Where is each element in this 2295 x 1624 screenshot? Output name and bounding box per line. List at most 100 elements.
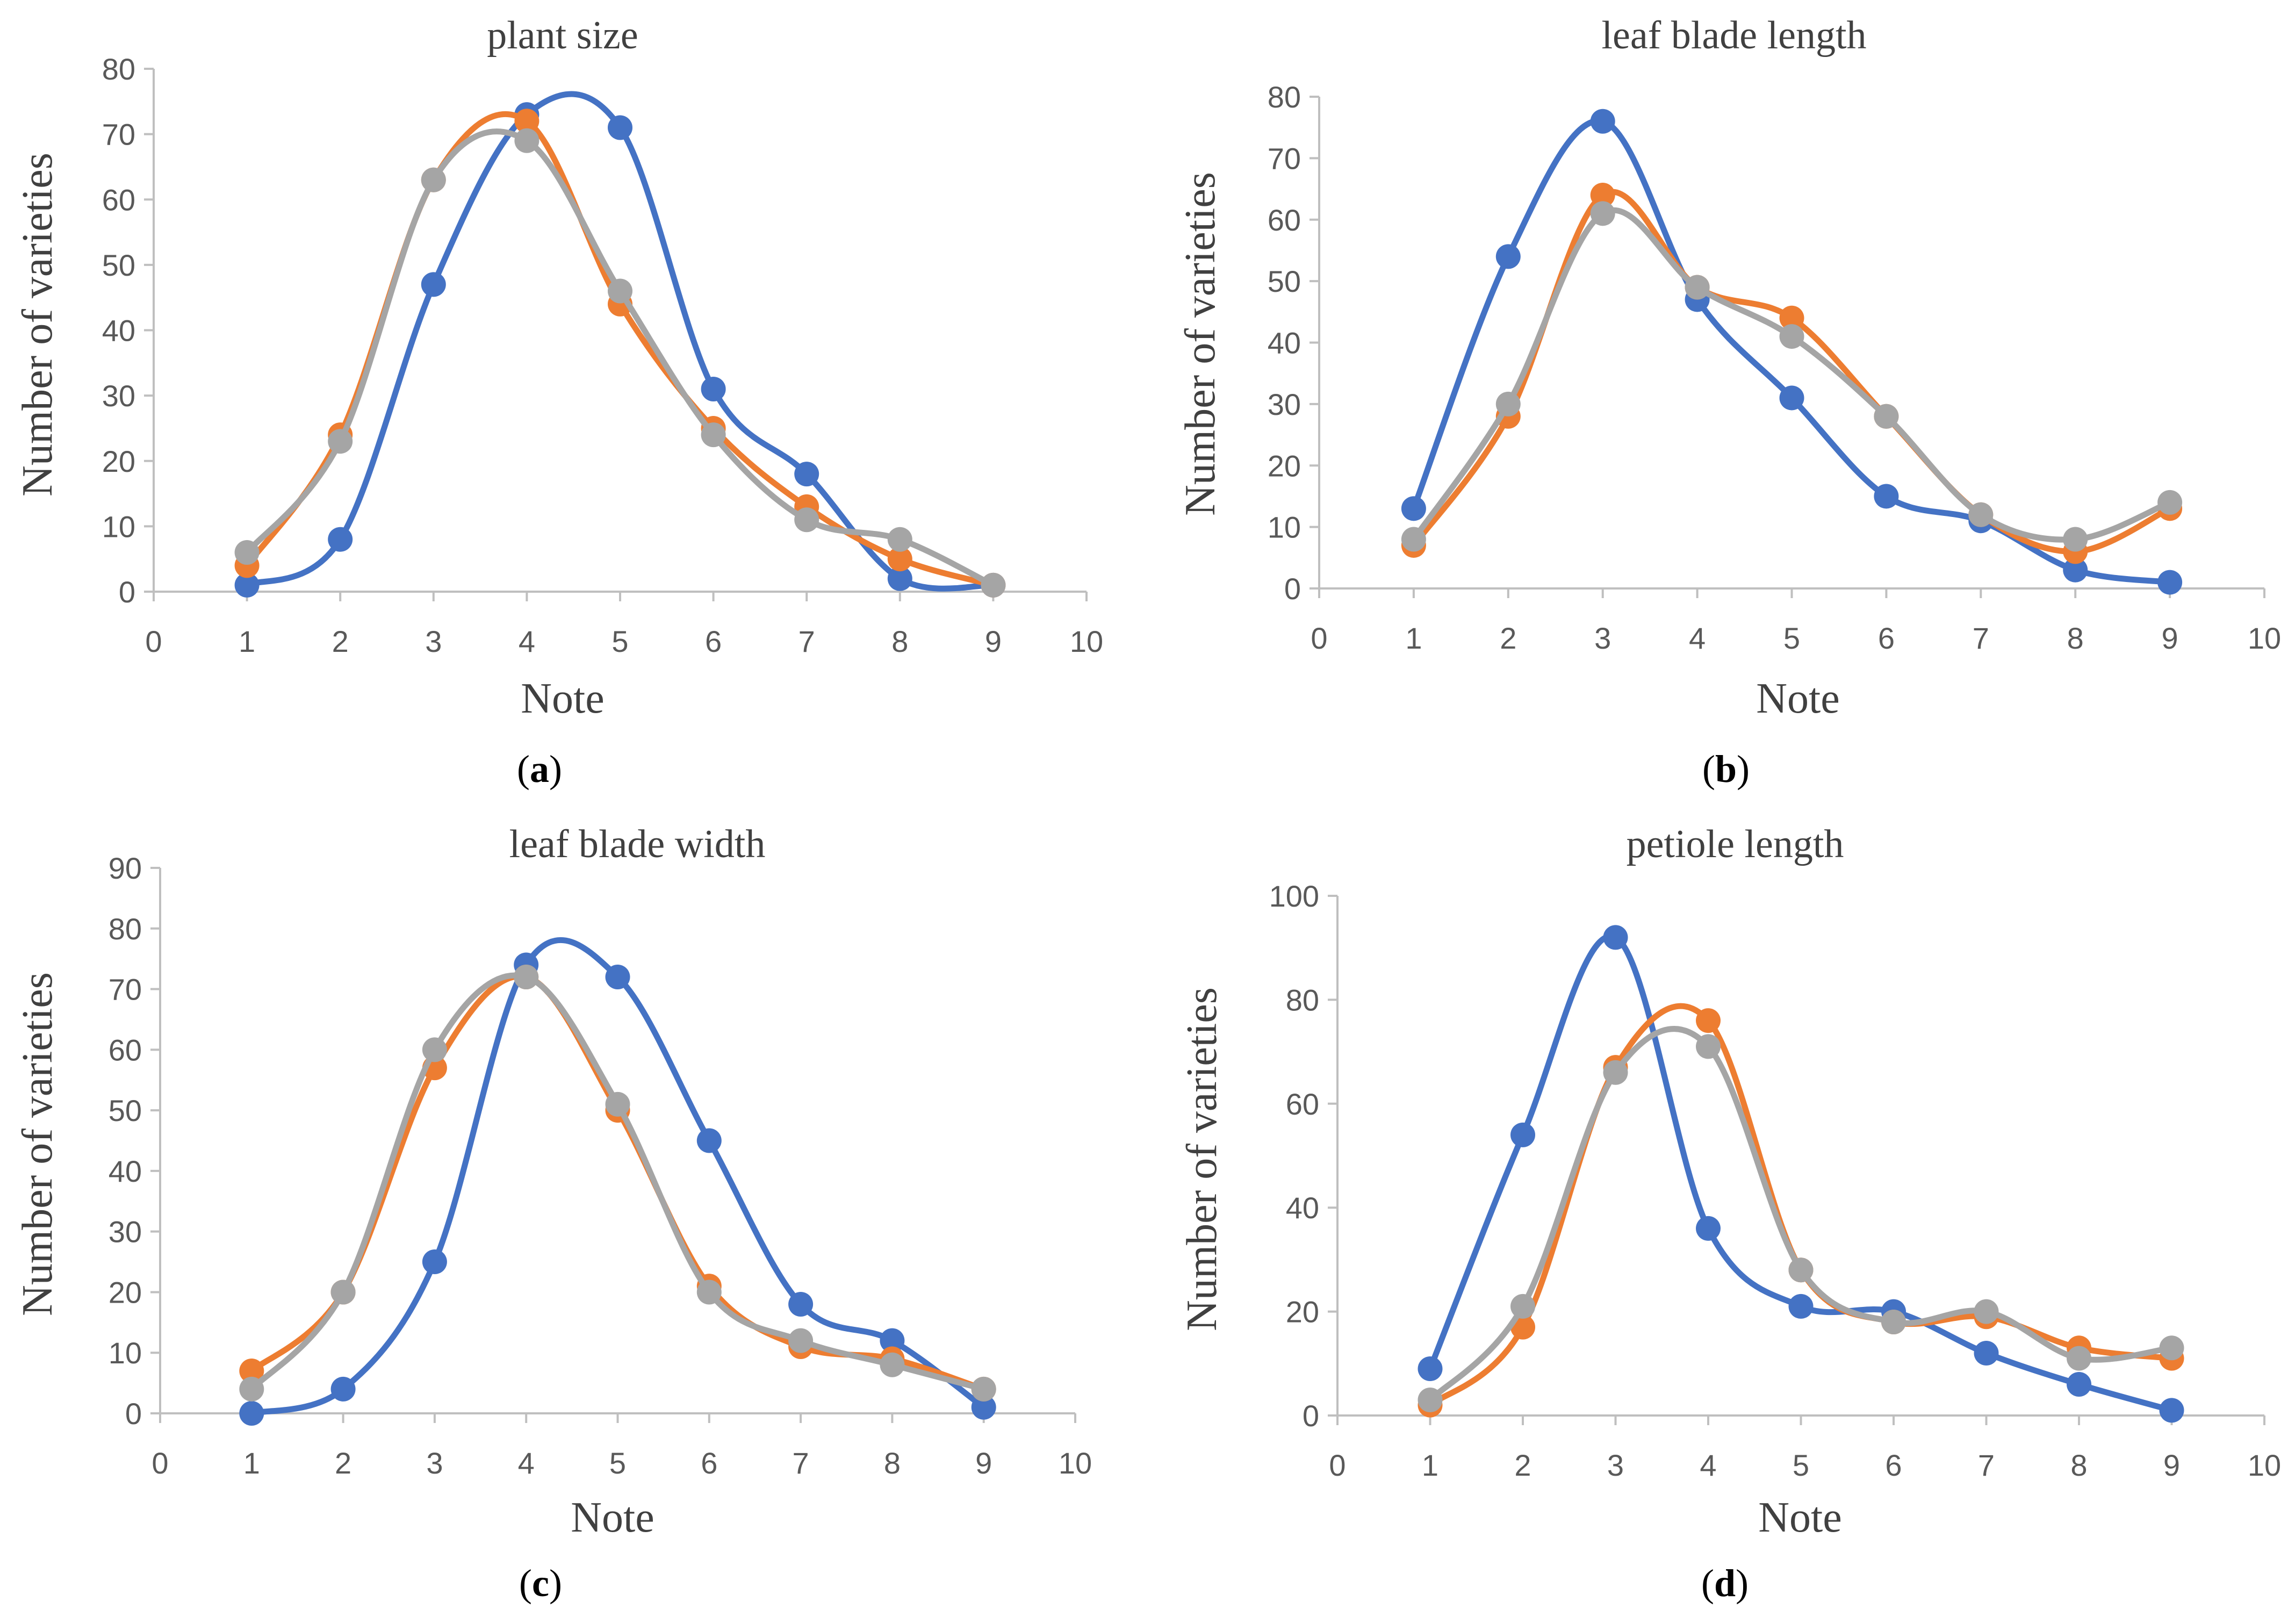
x-tick-label: 5 [611, 624, 628, 658]
x-tick-label: 1 [1422, 1448, 1438, 1482]
chart-title: leaf blade length [1601, 13, 1866, 58]
x-tick-label: 9 [985, 624, 1002, 658]
data-point-series-3 [887, 527, 912, 552]
data-point-series-3 [422, 1037, 447, 1062]
data-point-series-1 [971, 1395, 996, 1420]
x-tick-label: 2 [332, 624, 349, 658]
data-point-series-1 [2157, 570, 2183, 595]
chart-panel-a: plant size Number of varieties Note 0 10 2… [0, 0, 1147, 810]
data-point-series-1 [1418, 1356, 1443, 1381]
data-point-series-1 [608, 115, 632, 140]
caption-close: ) [549, 748, 562, 791]
chart-b-svg: leaf blade length Number of varieties No… [1177, 13, 2281, 791]
series-line-3 [248, 972, 987, 1392]
panel-caption: (b) [1702, 748, 1750, 791]
y-tick-label: 10 [109, 1336, 142, 1370]
data-point-series-3 [514, 128, 539, 153]
x-tick-label: 6 [1885, 1448, 1902, 1482]
x-tick-label: 8 [884, 1446, 901, 1480]
caption-close: ) [1736, 1562, 1749, 1605]
x-tick-label: 10 [1070, 624, 1103, 658]
x-tick-label: 6 [701, 1446, 717, 1480]
x-tick-label: 4 [1689, 621, 1706, 655]
y-tick-label: 40 [1286, 1191, 1319, 1225]
chart-panel-c: leaf blade width Number of varieties Not… [0, 810, 1147, 1621]
data-point-series-3 [1401, 527, 1426, 552]
y-tick-label: 40 [1268, 326, 1301, 360]
x-tick-label: 9 [975, 1446, 992, 1480]
data-point-series-3 [701, 422, 726, 448]
data-point-series-1 [1779, 385, 1804, 411]
data-point-series-1 [788, 1292, 814, 1317]
data-point-series-1 [2159, 1398, 2184, 1423]
panel-caption: (a) [517, 748, 562, 791]
x-tick-label: 0 [1311, 621, 1327, 655]
y-tick-label: 40 [102, 314, 135, 348]
y-axis-label: Number of varieties [14, 153, 61, 497]
series-line-3 [1427, 1026, 2175, 1403]
x-tick-label: 6 [1878, 621, 1895, 655]
data-point-series-1 [1788, 1294, 1814, 1319]
data-point-series-1 [1603, 925, 1628, 950]
y-tick-label: 0 [119, 575, 135, 609]
data-point-series-3 [234, 540, 260, 565]
series-line-2 [1427, 1003, 2175, 1409]
data-point-series-2 [1590, 183, 1615, 207]
chart-a-svg: plant size Number of varieties Note 0102… [14, 13, 1103, 791]
data-point-series-3 [2063, 527, 2088, 552]
y-tick-label: 70 [1268, 141, 1301, 175]
data-point-series-1 [1974, 1340, 1999, 1366]
x-tick-label: 3 [1607, 1448, 1624, 1482]
caption-letter: c [532, 1562, 549, 1605]
x-axis-label: Note [1756, 675, 1840, 722]
data-point-series-3 [1685, 275, 1710, 300]
chart-title: plant size [487, 13, 638, 58]
data-point-series-3 [239, 1376, 264, 1402]
y-tick-label: 20 [1286, 1295, 1319, 1329]
data-point-series-1 [2063, 557, 2088, 583]
data-point-series-3 [1590, 201, 1615, 226]
y-tick-label: 50 [109, 1094, 142, 1127]
data-point-series-3 [1874, 404, 1899, 429]
x-tick-label: 0 [152, 1446, 168, 1480]
data-point-series-3 [880, 1352, 905, 1377]
caption-letter: d [1714, 1562, 1736, 1605]
data-point-series-3 [696, 1280, 722, 1305]
data-point-series-3 [330, 1280, 356, 1305]
y-tick-label: 40 [109, 1154, 142, 1188]
data-point-series-1 [421, 272, 446, 297]
x-tick-label: 5 [1783, 621, 1800, 655]
series-line-2 [248, 973, 987, 1392]
data-point-series-3 [328, 429, 353, 454]
x-tick-label: 1 [1405, 621, 1422, 655]
y-tick-label: 0 [125, 1397, 142, 1431]
data-point-series-3 [2157, 490, 2183, 515]
x-tick-label: 9 [2162, 621, 2178, 655]
data-point-series-1 [605, 965, 630, 989]
series-line-1 [1427, 933, 2175, 1413]
y-tick-label: 20 [1268, 449, 1301, 483]
data-point-series-1 [880, 1328, 905, 1353]
y-tick-label: 20 [102, 444, 135, 478]
data-point-series-3 [1510, 1294, 1535, 1319]
data-point-series-2 [1779, 305, 1804, 330]
x-tick-label: 7 [798, 624, 815, 658]
caption-letter: a [530, 748, 549, 791]
data-point-series-3 [1603, 1060, 1628, 1085]
caption-letter: b [1715, 748, 1737, 791]
x-tick-label: 5 [1793, 1448, 1809, 1482]
series-line-3 [244, 128, 996, 588]
y-axis-label: Number of varieties [14, 972, 61, 1316]
data-point-series-2 [514, 109, 539, 134]
y-tick-label: 0 [1303, 1399, 1319, 1433]
data-point-series-3 [788, 1328, 814, 1353]
y-axis-label: Number of varieties [1178, 987, 1226, 1331]
x-tick-label: 3 [1594, 621, 1611, 655]
data-point-series-3 [605, 1091, 630, 1117]
data-point-series-3 [1788, 1257, 1814, 1283]
y-tick-label: 90 [109, 851, 142, 885]
y-tick-label: 20 [109, 1275, 142, 1309]
y-tick-label: 30 [1268, 387, 1301, 421]
x-tick-label: 10 [2248, 1448, 2281, 1482]
